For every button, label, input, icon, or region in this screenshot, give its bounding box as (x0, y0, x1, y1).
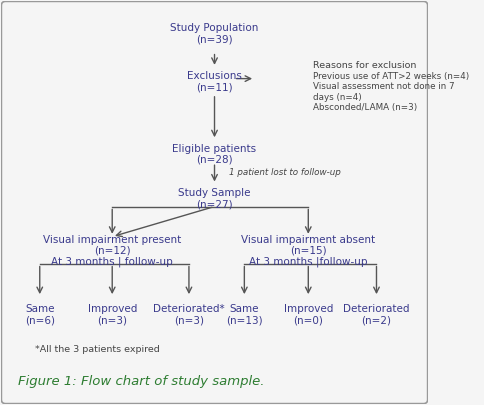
Text: Improved: Improved (88, 305, 137, 315)
Text: Same: Same (229, 305, 259, 315)
Text: (n=2): (n=2) (362, 316, 392, 326)
Text: (n=11): (n=11) (196, 83, 233, 92)
Text: Study Sample: Study Sample (178, 188, 251, 198)
Text: (n=3): (n=3) (97, 316, 127, 326)
Text: Improved: Improved (284, 305, 333, 315)
Text: Deteriorated: Deteriorated (343, 305, 410, 315)
Text: Visual impairment absent: Visual impairment absent (241, 234, 376, 245)
Text: Eligible patients: Eligible patients (172, 144, 257, 153)
Text: (n=27): (n=27) (196, 199, 233, 209)
Text: (n=0): (n=0) (293, 316, 323, 326)
Text: (n=13): (n=13) (226, 316, 263, 326)
Text: Exclusions: Exclusions (187, 71, 242, 81)
Text: days (n=4): days (n=4) (313, 93, 361, 102)
Text: (n=3): (n=3) (174, 316, 204, 326)
Text: Previous use of ATT>2 weeks (n=4): Previous use of ATT>2 weeks (n=4) (313, 72, 469, 81)
Text: (n=12): (n=12) (94, 246, 131, 256)
Text: At 3 months | follow-up: At 3 months | follow-up (51, 257, 173, 267)
Text: Visual impairment present: Visual impairment present (43, 234, 182, 245)
Text: Absconded/LAMA (n=3): Absconded/LAMA (n=3) (313, 103, 417, 112)
Text: (n=39): (n=39) (196, 34, 233, 44)
Text: (n=28): (n=28) (196, 155, 233, 165)
Text: Same: Same (25, 305, 55, 315)
Text: (n=6): (n=6) (25, 316, 55, 326)
Text: Reasons for exclusion: Reasons for exclusion (313, 61, 416, 70)
FancyBboxPatch shape (1, 1, 428, 404)
Text: (n=15): (n=15) (290, 246, 327, 256)
Text: At 3 months |follow-up: At 3 months |follow-up (249, 257, 367, 267)
Text: Visual assessment not done in 7: Visual assessment not done in 7 (313, 82, 454, 91)
Text: Study Population: Study Population (170, 23, 259, 33)
Text: Figure 1: Flow chart of study sample.: Figure 1: Flow chart of study sample. (18, 375, 265, 388)
Text: 1 patient lost to follow-up: 1 patient lost to follow-up (229, 168, 341, 177)
Text: *All the 3 patients expired: *All the 3 patients expired (35, 345, 160, 354)
Text: Deteriorated*: Deteriorated* (153, 305, 225, 315)
